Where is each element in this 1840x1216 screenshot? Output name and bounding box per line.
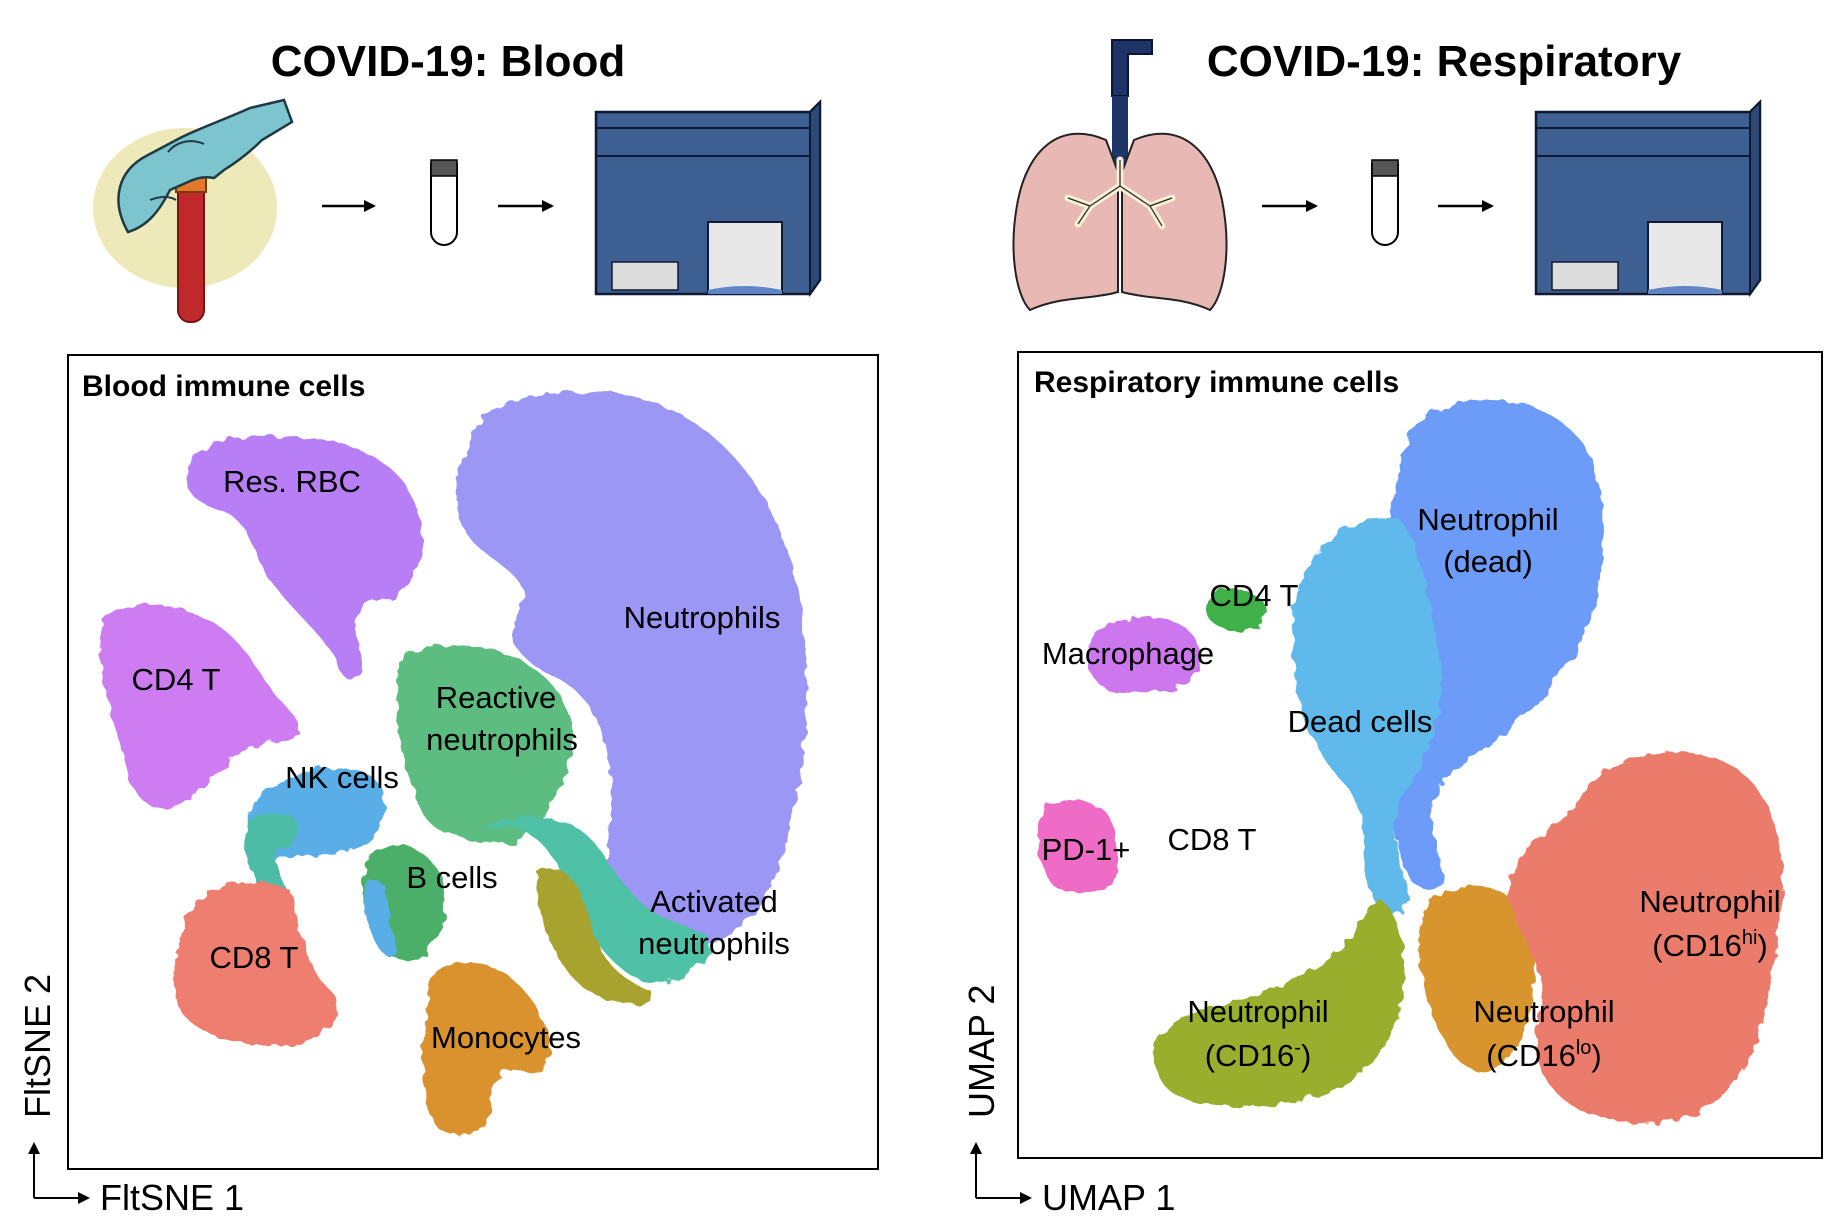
label-cd16hi: (CD16hi) [1652,927,1768,963]
flow-cytometer-icon [594,98,822,298]
cluster-cd4t-resp [1205,588,1267,633]
cluster-reactive-tail [480,816,711,983]
cluster-activated [536,867,653,1005]
sample-tube-icon [1371,159,1399,246]
resp-axis-arrows [970,1142,1032,1204]
flow-cytometer-icon [1534,98,1762,298]
sample-tube-icon [430,159,458,246]
blood-clusters [100,391,808,1136]
cluster-cd16-hi [1508,752,1783,1124]
resp-title: COVID-19: Respiratory [1207,37,1682,86]
arrow-icon [1438,200,1494,212]
cluster-pd1 [1037,800,1118,892]
label-dead-cells: Dead cells [1288,704,1433,739]
label-activated: Activated [650,884,778,919]
label-cd16neg: (CD16-) [1205,1037,1312,1073]
cluster-neutrophil-dead [1371,399,1604,891]
cluster-cd4t-blood [100,604,299,809]
label-monocytes: Monocytes [431,1020,581,1055]
label-neutrophil-cd16lo: Neutrophil [1473,994,1614,1029]
label-activated-neutrophils: neutrophils [638,926,790,961]
blood-axis-arrows [28,1142,90,1204]
lungs-icon [1012,39,1228,312]
label-neutrophil-dead-1: Neutrophil [1417,502,1558,537]
label-cd4t-blood: CD4 T [131,662,220,697]
cluster-res-rbc [187,435,422,681]
label-neutrophil-cd16neg: Neutrophil [1187,994,1328,1029]
label-reactive: Reactive [436,680,557,715]
arrow-icon [1262,200,1318,212]
arrow-icon [322,200,376,212]
resp-x-axis-label: UMAP 1 [1042,1177,1175,1216]
label-b-cells: B cells [406,860,497,895]
blood-x-axis-label: FltSNE 1 [100,1177,244,1216]
label-reactive-neutrophils: neutrophils [426,722,578,757]
resp-plot-title: Respiratory immune cells [1034,366,1399,399]
cluster-macrophage [1087,617,1201,694]
label-neutrophil-dead-2: (dead) [1443,544,1533,579]
label-res-rbc: Res. RBC [223,464,361,499]
cluster-b-blue [364,880,398,958]
arrow-icon [498,200,554,212]
label-macrophage: Macrophage [1042,636,1214,671]
blood-draw-icon [93,98,294,323]
label-neutrophil-cd16hi: Neutrophil [1639,884,1780,919]
cluster-cd16-lo [1420,886,1535,1072]
cluster-dead-cells [1292,518,1442,914]
cluster-cd16-neg [1153,900,1404,1107]
resp-y-axis-label: UMAP 2 [961,985,1002,1118]
blood-plot-title: Blood immune cells [82,370,365,403]
label-cd8t-blood: CD8 T [209,940,298,975]
label-cd8t-resp: CD8 T [1167,822,1256,857]
resp-clusters [1037,399,1783,1124]
label-neutrophils: Neutrophils [624,600,781,635]
cluster-monocytes [423,962,552,1136]
label-cd16lo: (CD16lo) [1486,1037,1602,1073]
blood-title: COVID-19: Blood [271,37,625,86]
label-nk-cells: NK cells [285,760,399,795]
blood-y-axis-label: FltSNE 2 [17,974,58,1118]
cluster-cd8t-blood [174,882,338,1046]
label-pd1: PD-1+ [1042,832,1131,867]
label-cd4t-resp: CD4 T [1209,578,1298,613]
cluster-neutrophils [456,391,808,953]
cluster-reactive [396,645,573,845]
